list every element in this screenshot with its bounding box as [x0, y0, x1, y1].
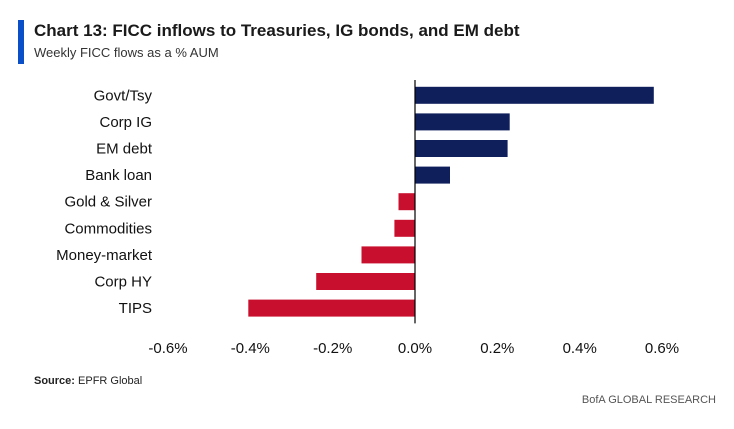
bar-7	[316, 273, 415, 290]
bar-8	[248, 299, 415, 317]
bar-0	[415, 86, 654, 104]
x-tick-label-6: 0.6%	[645, 340, 679, 357]
x-tick-label-2: -0.2%	[313, 340, 352, 357]
brand-label: BofA GLOBAL RESEARCH	[581, 394, 716, 406]
category-label-7: Corp HY	[94, 274, 152, 291]
category-label-3: Bank loan	[85, 167, 152, 184]
chart-title: Chart 13: FICC inflows to Treasuries, IG…	[34, 21, 520, 40]
bar-2	[415, 140, 508, 157]
chart-subtitle: Weekly FICC flows as a % AUM	[34, 45, 219, 60]
bar-4	[398, 193, 415, 211]
source-value: EPFR Global	[74, 375, 143, 387]
bar-6	[361, 246, 415, 264]
category-label-1: Corp IG	[99, 114, 152, 131]
x-tick-label-4: 0.2%	[480, 340, 514, 357]
category-label-5: Commodities	[64, 220, 152, 237]
source-note: Source: EPFR Global	[34, 375, 142, 387]
title-accent-bar	[18, 20, 24, 64]
bar-3	[415, 166, 450, 184]
x-tick-label-5: 0.4%	[563, 340, 597, 357]
category-label-8: TIPS	[119, 300, 152, 317]
category-label-4: Gold & Silver	[64, 194, 152, 211]
category-label-0: Govt/Tsy	[94, 87, 153, 104]
x-tick-label-0: -0.6%	[148, 340, 187, 357]
bar-5	[394, 219, 415, 237]
x-tick-label-3: 0.0%	[398, 340, 432, 357]
bar-1	[415, 113, 510, 131]
x-tick-label-1: -0.4%	[231, 340, 270, 357]
source-label: Source:	[34, 375, 75, 387]
category-label-2: EM debt	[96, 141, 153, 158]
category-label-6: Money-market	[56, 247, 153, 264]
